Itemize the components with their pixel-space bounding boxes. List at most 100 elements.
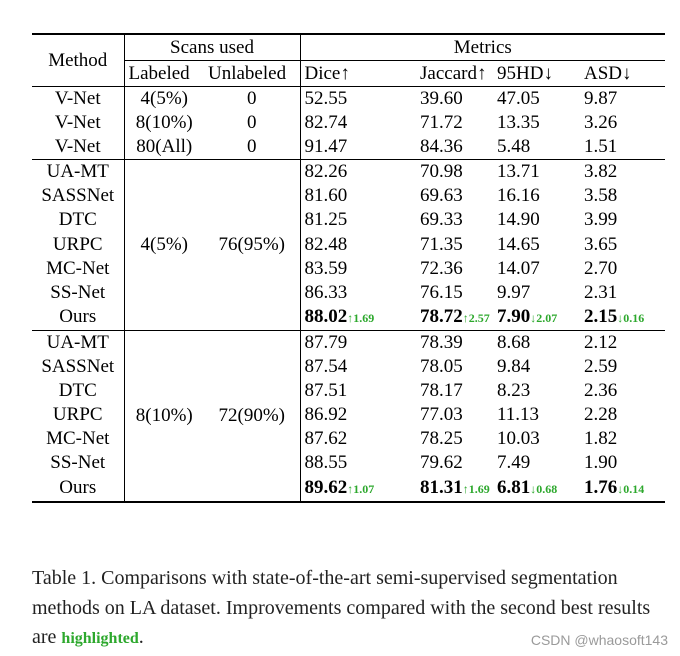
table-row: MC-Net 87.62 78.25 10.03 1.82 [32,427,665,452]
method-cell: Ours [32,475,124,503]
table-row: URPC 82.48 71.35 14.65 3.65 [32,232,665,257]
asd-cell: 1.51 [584,136,618,158]
header-labeled: Labeled [123,60,204,87]
hd95-cell: 14.07 [497,257,540,279]
dice-cell: 83.59 [299,256,398,281]
dice-cell: 89.62↑1.07 [299,475,398,503]
method-cell: DTC [58,380,97,402]
header-metrics: Metrics [299,33,666,61]
hd95-cell: 6.81↓0.68 [493,475,580,503]
best-value: 88.02 [304,305,348,327]
asd-cell: 3.82 [580,159,666,185]
asd-cell: 1.82 [584,428,618,450]
improvement-badge: ↑1.69 [347,310,375,325]
method-cell: Ours [59,306,97,328]
header-row-sub: Labeled Unlabeled Dice↑ Jaccard↑ 95HD↓ A… [32,60,665,87]
jaccard-cell: 79.62 [420,452,463,474]
header-asd: ASD↓ [584,63,632,84]
jaccard-cell: 72.36 [420,257,463,279]
header-method: Method [32,33,124,87]
improvement-badge: ↓0.14 [617,481,645,496]
method-cell: V-Net [32,86,124,112]
table-row: MC-Net 83.59 72.36 14.07 2.70 [32,256,665,281]
asd-cell: 2.15↓0.16 [580,305,665,331]
table-caption: Table 1. Comparisons with state-of-the-a… [32,564,672,654]
hd95-cell: 7.49 [497,452,531,474]
header-scans-used: Scans used [123,33,300,61]
dice-cell: 82.74 [299,111,398,136]
jaccard-cell: 70.98 [398,159,493,185]
asd-cell: 2.28 [584,404,618,426]
asd-cell: 1.90 [584,452,618,474]
jaccard-cell: 71.35 [420,233,463,255]
jaccard-cell: 39.60 [398,86,493,112]
improvement-badge: ↓0.68 [530,481,558,496]
table-row: V-Net 8(10%) 0 82.74 71.72 13.35 3.26 [32,111,665,136]
unlabeled-cell: 0 [204,86,300,112]
method-cell: SS-Net [50,281,106,303]
dice-cell: 87.51 [299,379,398,404]
labeled-cell: 80(All) [123,135,204,160]
best-value: 89.62 [304,476,348,498]
asd-cell: 3.58 [584,185,618,207]
dice-cell: 86.33 [299,280,398,305]
method-cell: V-Net [54,112,101,134]
hd95-cell: 13.35 [497,112,540,134]
jaccard-cell: 69.63 [420,185,463,207]
header-95hd: 95HD↓ [497,63,553,84]
improvement-badge: ↑1.69 [462,481,490,496]
group-10-percent: UA-MT 8(10%) 72(90%) 87.79 78.39 8.68 2.… [32,329,666,503]
dice-cell: 81.60 [299,184,398,209]
dice-cell: 87.79 [299,329,398,356]
watermark: CSDN @whaosoft143 [530,632,668,648]
dice-cell: 86.92 [299,403,398,428]
hd95-cell: 47.05 [493,86,580,112]
jaccard-cell: 78.17 [420,380,463,402]
unlabeled-cell: 0 [247,112,257,134]
table-row: DTC 87.51 78.17 8.23 2.36 [32,379,665,404]
best-value: 7.90 [497,305,531,327]
hd95-cell: 9.97 [497,281,531,303]
ours-row: Ours 89.62↑1.07 81.31↑1.69 6.81↓0.68 1.7… [32,475,666,503]
jaccard-cell: 77.03 [420,404,463,426]
jaccard-cell: 76.15 [420,281,463,303]
method-cell: SASSNet [41,185,115,207]
hd95-cell: 13.71 [493,159,580,185]
table-row: SS-Net 86.33 76.15 9.97 2.31 [32,280,665,305]
hd95-cell: 7.90↓2.07 [493,305,580,331]
asd-cell: 2.31 [584,281,618,303]
group-vnet: V-Net 4(5%) 0 52.55 39.60 47.05 9.87 V-N… [32,86,666,160]
table-row: DTC 81.25 69.33 14.90 3.99 [32,208,665,233]
table-row: SASSNet 81.60 69.63 16.16 3.58 [32,184,665,209]
best-value: 2.15 [584,305,618,327]
asd-cell: 9.87 [580,86,666,112]
asd-cell: 2.12 [580,329,666,356]
dice-cell: 88.02↑1.69 [299,304,398,331]
best-value: 81.31 [420,476,463,498]
table-row: SASSNet 87.54 78.05 9.84 2.59 [32,355,665,380]
jaccard-cell: 78.39 [398,329,493,356]
ours-row: Ours 88.02↑1.69 78.72↑2.57 7.90↓2.07 2.1… [32,304,665,331]
jaccard-cell: 78.25 [420,428,463,450]
caption-end: . [138,626,144,648]
unlabeled-cell: 0 [247,136,257,158]
method-cell: SS-Net [50,452,106,474]
results-table: Method Scans used Metrics Labeled Unlabe… [32,33,666,503]
method-cell: V-Net [54,136,101,158]
asd-cell: 1.76↓0.14 [580,475,666,503]
dice-cell: 87.54 [299,355,398,380]
method-cell: UA-MT [32,159,124,185]
hd95-cell: 5.48 [497,136,531,158]
asd-cell: 2.36 [584,380,618,402]
jaccard-cell: 71.72 [420,112,463,134]
dice-cell: 91.47 [299,135,398,160]
table-row: SS-Net 88.55 79.62 7.49 1.90 [32,451,665,476]
asd-cell: 3.65 [584,233,618,255]
labeled-cell: 4(5%) [123,86,204,112]
caption-highlight: highlighted [61,630,139,647]
asd-cell: 3.26 [584,112,618,134]
method-cell: SASSNet [41,356,115,378]
improvement-badge: ↓0.16 [617,310,645,325]
method-cell: DTC [58,209,97,231]
dice-cell: 82.48 [299,232,398,257]
